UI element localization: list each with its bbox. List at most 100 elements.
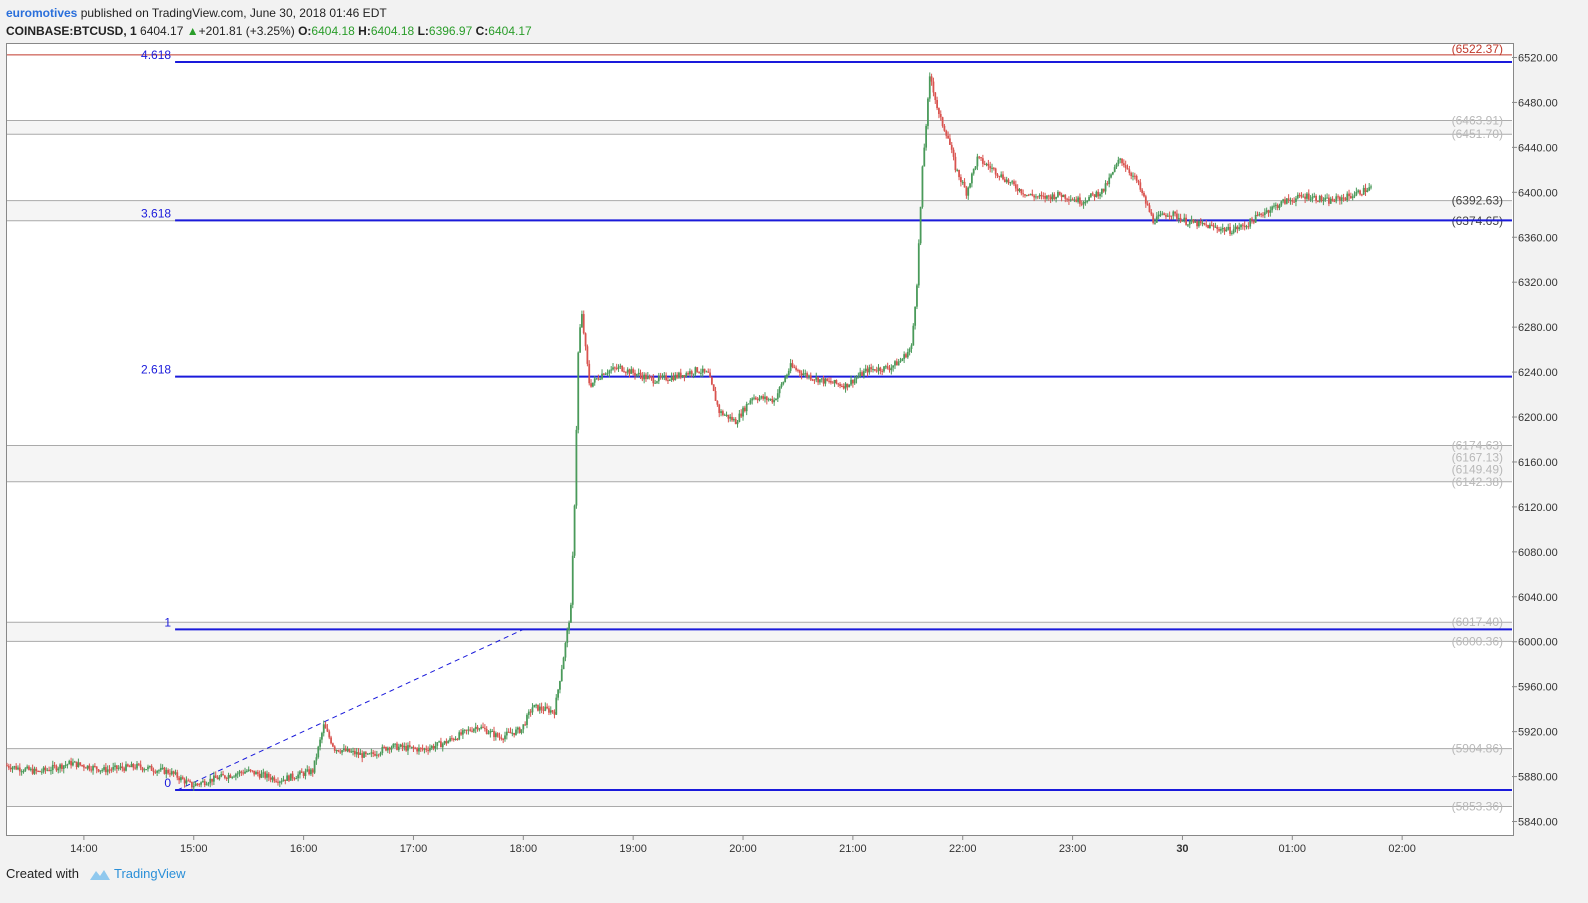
- candle-body: [557, 689, 560, 698]
- candle-body: [269, 777, 272, 780]
- candle-body: [575, 429, 578, 506]
- author-link[interactable]: euromotives: [6, 6, 78, 20]
- candle-body: [870, 367, 873, 370]
- candle-body: [1364, 187, 1367, 192]
- candle-body: [397, 746, 400, 750]
- candle-body: [445, 741, 448, 744]
- candle-body: [474, 726, 477, 729]
- candle-body: [1075, 199, 1078, 202]
- candle-body: [910, 345, 913, 349]
- candle-body: [676, 374, 679, 378]
- candle-body: [542, 709, 545, 711]
- candle-body: [950, 144, 953, 150]
- candle-body: [1082, 201, 1085, 205]
- tradingview-brand-link[interactable]: TradingView: [114, 866, 186, 881]
- candle-body: [842, 386, 845, 389]
- candle-body: [332, 743, 334, 747]
- publish-line: euromotives published on TradingView.com…: [6, 4, 532, 22]
- candle-body: [139, 764, 142, 768]
- candle-body: [862, 371, 865, 376]
- candle-body: [1176, 213, 1178, 219]
- candle-body: [1324, 197, 1327, 201]
- candle-body: [831, 382, 834, 384]
- open-label: O:: [298, 24, 312, 38]
- price-axis-label: 6000.00: [1518, 637, 1558, 649]
- price-axis-label: 6040.00: [1518, 592, 1558, 604]
- price-axis-line: [1513, 44, 1514, 835]
- candle-body: [566, 630, 569, 643]
- candle-body: [687, 373, 689, 375]
- candle-body: [764, 396, 766, 399]
- candle-body: [396, 743, 398, 750]
- candle-body: [1300, 195, 1303, 197]
- candle-body: [62, 765, 65, 769]
- candle-body: [300, 771, 303, 773]
- resistance-price-label: (6522.37): [1452, 42, 1503, 56]
- candle-body: [344, 748, 347, 752]
- candle-body: [222, 774, 224, 776]
- candle-body: [82, 765, 85, 768]
- candle-body: [851, 379, 854, 384]
- candle-body: [185, 780, 188, 784]
- zone-price-label: (6463.91): [1452, 114, 1503, 128]
- candle-body: [1018, 189, 1021, 192]
- candle-body: [840, 385, 843, 387]
- candle-body: [817, 377, 819, 383]
- up-arrow-icon: ▲: [186, 24, 199, 38]
- candle-body: [612, 367, 614, 370]
- candle-body: [357, 752, 360, 755]
- price-axis-label: 6080.00: [1518, 547, 1558, 559]
- candle-body: [710, 377, 713, 385]
- time-axis-label: 21:00: [839, 843, 867, 855]
- candle-body: [623, 371, 625, 373]
- candle-body: [1089, 193, 1092, 197]
- candle-body: [128, 766, 131, 768]
- candle-body: [749, 400, 752, 404]
- zone-price-label: (5904.86): [1452, 742, 1503, 756]
- candle-body: [288, 775, 290, 781]
- candle-body: [648, 376, 651, 378]
- candle-body: [1124, 165, 1127, 169]
- created-with-text: Created with: [6, 866, 79, 881]
- candle-body: [1020, 189, 1023, 194]
- candle-body: [264, 772, 267, 778]
- low-label: L:: [417, 24, 429, 38]
- candle-body: [260, 773, 263, 778]
- candle-body: [187, 780, 190, 782]
- candle-body: [674, 374, 677, 381]
- candle-body: [1007, 179, 1010, 183]
- candle-body: [1080, 203, 1083, 205]
- candle-body: [1099, 193, 1101, 197]
- candle-body: [366, 753, 369, 755]
- candle-body: [905, 354, 907, 358]
- candle-body: [1091, 193, 1094, 195]
- candle-body: [828, 380, 830, 382]
- candle-body: [903, 354, 906, 359]
- candle-body: [992, 167, 995, 169]
- candle-body: [1152, 214, 1155, 223]
- candle-body: [795, 367, 798, 370]
- candle-body: [429, 748, 431, 751]
- candle-body: [773, 400, 776, 403]
- candle-body: [1141, 189, 1144, 193]
- candle-body: [211, 778, 213, 782]
- candle-body: [504, 735, 506, 740]
- candle-body: [518, 727, 521, 733]
- candle-body: [1263, 212, 1266, 215]
- candle-body: [527, 711, 530, 715]
- candle-body: [454, 738, 457, 740]
- candle-body: [1289, 200, 1292, 202]
- candle-body: [1227, 226, 1230, 230]
- candle-body: [432, 745, 435, 749]
- candle-body: [787, 370, 790, 375]
- candle-body: [255, 771, 257, 775]
- candle-body: [683, 375, 686, 377]
- candle-body: [236, 773, 239, 775]
- chart-area[interactable]: [6, 43, 1514, 836]
- candle-body: [6, 765, 8, 767]
- candle-body: [590, 383, 592, 387]
- candle-body: [37, 771, 40, 773]
- candle-body: [1359, 190, 1361, 195]
- candle-body: [212, 775, 215, 782]
- zone-band: [7, 200, 1512, 221]
